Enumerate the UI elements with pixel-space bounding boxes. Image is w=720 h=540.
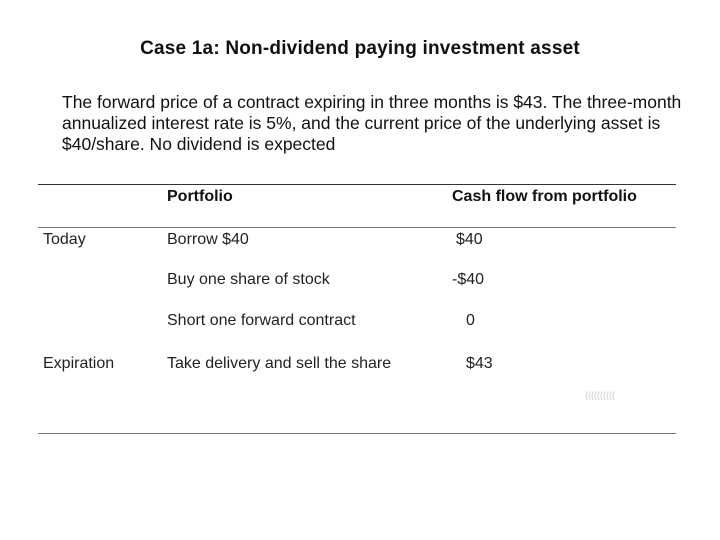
row-action-short: Short one forward contract	[167, 312, 356, 329]
row-cash-borrow: $40	[456, 231, 483, 248]
header-cash-flow: Cash flow from portfolio	[452, 188, 637, 205]
row-cash-short: 0	[466, 312, 475, 329]
problem-statement: The forward price of a contract expiring…	[62, 92, 682, 154]
header-rule	[38, 227, 676, 228]
row-action-buy: Buy one share of stock	[167, 271, 330, 288]
header-portfolio: Portfolio	[167, 188, 233, 205]
row-time-expiration: Expiration	[43, 355, 115, 372]
page-title: Case 1a: Non-dividend paying investment …	[140, 38, 580, 59]
row-cash-buy: -$40	[452, 271, 485, 288]
row-action-borrow: Borrow $40	[167, 231, 249, 248]
table-top-rule	[38, 184, 676, 185]
row-cash-deliver: $43	[466, 355, 493, 372]
faint-watermark: ((((((((((	[585, 390, 615, 400]
table-bottom-rule	[38, 433, 676, 434]
row-time-today: Today	[43, 231, 86, 248]
row-action-deliver: Take delivery and sell the share	[167, 355, 392, 372]
